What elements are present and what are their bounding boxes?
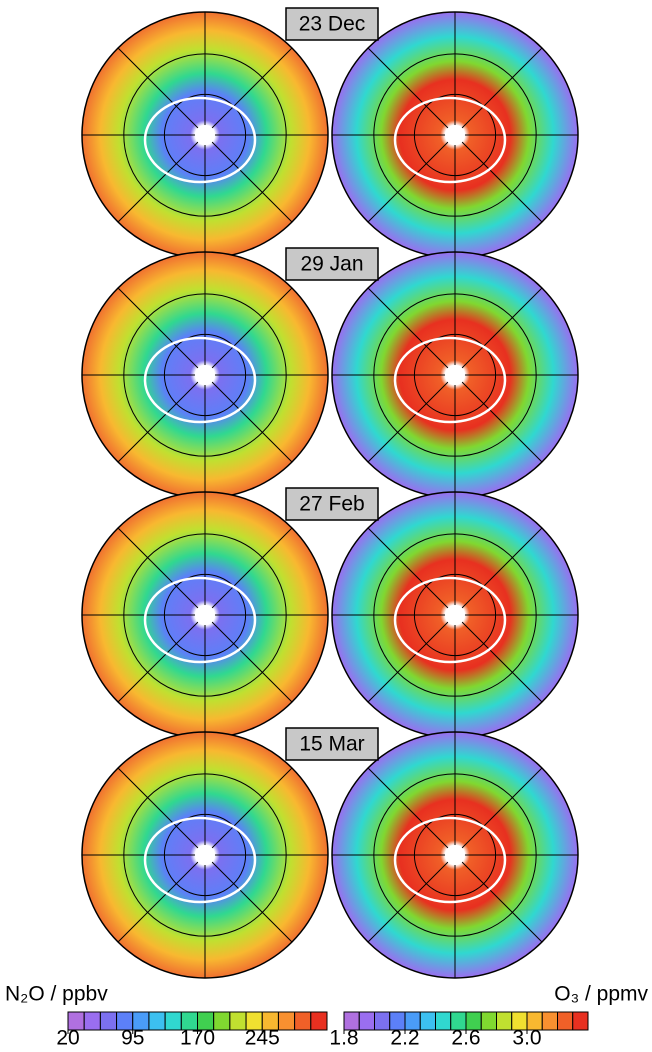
colorbar-tick-label: 95 — [121, 1027, 144, 1047]
colorbar-cell — [542, 1012, 557, 1030]
colorbar-tick-label: 1.8 — [329, 1027, 358, 1047]
pole — [445, 365, 465, 385]
colorbar-cell — [481, 1012, 496, 1030]
colorbar-cell — [497, 1012, 512, 1030]
colorbar-cell — [100, 1012, 116, 1030]
colorbar-cell — [375, 1012, 390, 1030]
date-label: 15 Mar — [299, 733, 364, 756]
date-label: 27 Feb — [299, 493, 364, 516]
colorbar-cell — [165, 1012, 181, 1030]
pole — [195, 845, 215, 865]
colorbar-cell — [84, 1012, 100, 1030]
colorbar-label: O₃ / ppmv — [554, 983, 648, 1006]
colorbar-cell — [420, 1012, 435, 1030]
colorbar-cell — [359, 1012, 374, 1030]
colorbar-label: N₂O / ppbv — [5, 983, 108, 1006]
colorbar-cell — [214, 1012, 230, 1030]
colorbar-tick-label: 3.0 — [512, 1027, 541, 1047]
figure: 23 Dec 29 Jan 27 Feb 15 Mar N₂O / ppbv 20 95 1… — [0, 0, 652, 1047]
colorbar-cell — [230, 1012, 246, 1030]
colorbar-tick-label: 170 — [180, 1027, 215, 1047]
pole — [445, 125, 465, 145]
colorbar-cell — [311, 1012, 327, 1030]
colorbar-tick-label: 245 — [245, 1027, 280, 1047]
pole — [445, 845, 465, 865]
colorbar-cell — [573, 1012, 588, 1030]
colorbar-tick-label: 2.2 — [390, 1027, 419, 1047]
colorbar-tick-label: 2.6 — [451, 1027, 480, 1047]
colorbar-tick-label: 20 — [56, 1027, 79, 1047]
colorbar-cell — [278, 1012, 294, 1030]
pole — [445, 605, 465, 625]
colorbar-cell — [558, 1012, 573, 1030]
colorbar-cell — [436, 1012, 451, 1030]
pole — [195, 125, 215, 145]
date-label: 29 Jan — [300, 253, 363, 276]
pole — [195, 605, 215, 625]
date-label: 23 Dec — [299, 13, 366, 36]
pole — [195, 365, 215, 385]
colorbar-cell — [295, 1012, 311, 1030]
colorbar-cell — [149, 1012, 165, 1030]
